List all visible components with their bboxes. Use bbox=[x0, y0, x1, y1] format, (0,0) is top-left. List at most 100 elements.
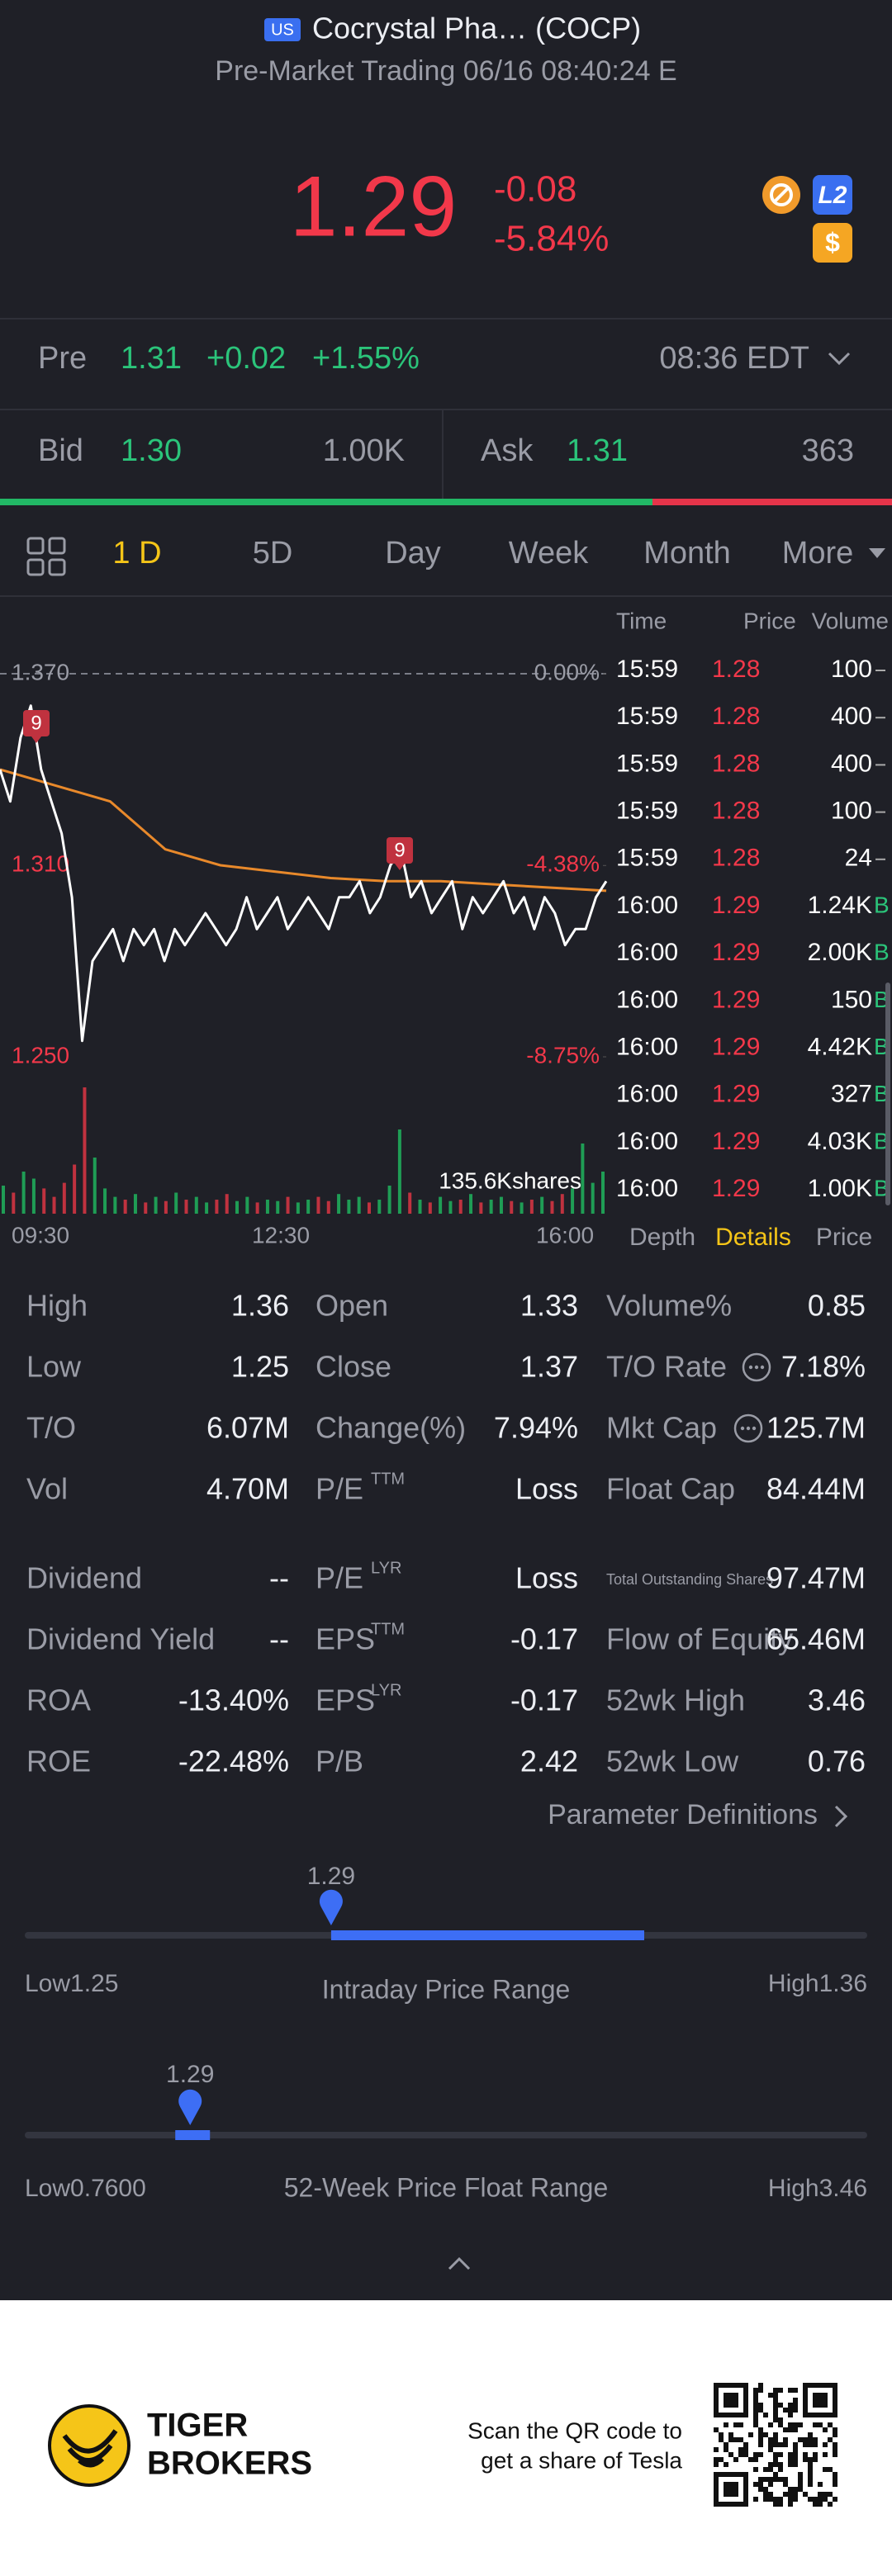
stat-label: Low bbox=[26, 1350, 82, 1384]
volume-bar bbox=[205, 1202, 209, 1214]
period-tab[interactable]: 5D bbox=[253, 536, 293, 571]
layout-icon bbox=[48, 537, 66, 555]
period-tab[interactable]: More bbox=[782, 536, 854, 571]
trade-price: 1.29 bbox=[712, 1081, 760, 1108]
qr-cell bbox=[719, 2383, 724, 2388]
qr-cell bbox=[768, 2442, 773, 2447]
parameter-link[interactable]: Parameter Definitions bbox=[548, 1799, 818, 1830]
stat-value: -- bbox=[269, 1622, 289, 1656]
qr-cell bbox=[788, 2408, 793, 2413]
period-tab[interactable]: Week bbox=[509, 536, 589, 571]
volume-bar bbox=[550, 1200, 554, 1214]
icon-restrict-bar bbox=[773, 187, 790, 203]
bid-ask-bar-bid bbox=[0, 499, 652, 505]
qr-cell bbox=[733, 2472, 738, 2477]
period-tab[interactable]: Day bbox=[385, 536, 441, 571]
qr-cell bbox=[813, 2497, 818, 2502]
stat-value: 1.25 bbox=[231, 1350, 289, 1384]
qr-cell bbox=[778, 2417, 783, 2422]
range-low: Low1.25 bbox=[25, 1970, 118, 1997]
qr-cell bbox=[778, 2467, 783, 2472]
qr-cell bbox=[813, 2422, 818, 2427]
info-icon[interactable] bbox=[733, 1413, 763, 1443]
volume-bar bbox=[469, 1194, 473, 1214]
volume-bar bbox=[184, 1200, 188, 1214]
volume-bar bbox=[520, 1202, 524, 1214]
layout-icon bbox=[48, 558, 66, 576]
qr-cell bbox=[753, 2398, 758, 2403]
qr-cell bbox=[793, 2492, 798, 2497]
qr-cell bbox=[783, 2492, 788, 2497]
stat-label: P/E bbox=[316, 1472, 363, 1506]
pre-time[interactable]: 08:36 EDT bbox=[659, 341, 809, 376]
stat-value: Loss bbox=[515, 1472, 578, 1506]
qr-cell bbox=[714, 2457, 719, 2462]
qr-cell bbox=[818, 2502, 823, 2507]
price-change-pct: -5.84% bbox=[494, 219, 609, 259]
period-tab[interactable]: 1 D bbox=[112, 536, 161, 571]
volume-bar bbox=[540, 1196, 544, 1214]
qr-cell bbox=[808, 2497, 813, 2502]
range-track bbox=[25, 2132, 867, 2138]
trades-tab[interactable]: Details bbox=[715, 1224, 791, 1251]
qr-cell bbox=[803, 2452, 808, 2457]
range-high-label: High bbox=[768, 1970, 819, 1997]
stat-label: Float Cap bbox=[606, 1472, 735, 1506]
price-line bbox=[0, 704, 608, 1043]
qr-cell bbox=[758, 2452, 763, 2457]
qr-cell bbox=[773, 2457, 778, 2462]
qr-cell bbox=[733, 2413, 738, 2417]
trade-price: 1.29 bbox=[712, 986, 760, 1013]
qr-cell bbox=[763, 2477, 768, 2482]
logo bbox=[48, 2404, 130, 2487]
qr-cell bbox=[803, 2457, 808, 2462]
qr-cell bbox=[728, 2502, 733, 2507]
qr-cell bbox=[753, 2408, 758, 2413]
trade-volume: 1.00K bbox=[808, 1175, 872, 1202]
stat-value: 65.46M bbox=[766, 1622, 866, 1656]
qr-cell bbox=[743, 2398, 748, 2403]
icon-l2[interactable]: L2 bbox=[818, 182, 847, 209]
stat-label-sup: LYR bbox=[371, 1681, 401, 1699]
icon-dollar[interactable]: $ bbox=[825, 227, 840, 257]
volume-bar bbox=[31, 1178, 36, 1214]
qr-cell bbox=[778, 2452, 783, 2457]
qr-cell bbox=[743, 2403, 748, 2408]
trade-time: 16:00 bbox=[616, 1128, 678, 1155]
qr-cell bbox=[768, 2462, 773, 2467]
trade-volume: 2.00K bbox=[808, 939, 872, 966]
volume-bar bbox=[581, 1144, 585, 1214]
stat-value: 7.94% bbox=[494, 1411, 578, 1445]
qr-cell bbox=[733, 2492, 738, 2497]
qr-cell bbox=[768, 2477, 773, 2482]
volume-bar bbox=[306, 1200, 311, 1214]
qr-cell bbox=[728, 2487, 733, 2492]
trade-price: 1.29 bbox=[712, 1128, 760, 1155]
stat-label: High bbox=[26, 1289, 88, 1323]
volume-bar bbox=[458, 1200, 463, 1214]
trade-marker-label: 9 bbox=[31, 712, 41, 734]
collapse-chevron[interactable] bbox=[448, 2256, 471, 2271]
qr-cell bbox=[803, 2437, 808, 2442]
period-tab[interactable]: Month bbox=[643, 536, 731, 571]
brand-line: BROKERS bbox=[147, 2446, 312, 2482]
range-low-label: Low bbox=[25, 2175, 70, 2202]
range-high: High3.46 bbox=[768, 2175, 867, 2202]
trades-tab[interactable]: Depth bbox=[629, 1224, 695, 1251]
range-title: Intraday Price Range bbox=[322, 1974, 571, 2004]
qr-cell bbox=[783, 2442, 788, 2447]
stat-label: Mkt Cap bbox=[606, 1411, 717, 1445]
qr-cell bbox=[778, 2497, 783, 2502]
qr-cell bbox=[833, 2472, 837, 2477]
qr-cell bbox=[793, 2447, 798, 2452]
brand-line: TIGER bbox=[147, 2408, 248, 2444]
volume-bar bbox=[265, 1200, 269, 1214]
qr-cell bbox=[813, 2437, 818, 2442]
y2-tick-label: -4.38% bbox=[526, 851, 600, 877]
volume-bar bbox=[12, 1192, 16, 1214]
stat-value: 1.33 bbox=[520, 1289, 578, 1323]
y2-tick-label: 0.00% bbox=[534, 659, 600, 684]
info-icon[interactable] bbox=[742, 1352, 771, 1382]
trades-tab[interactable]: Price bbox=[816, 1224, 872, 1251]
qr-cell bbox=[748, 2432, 753, 2437]
